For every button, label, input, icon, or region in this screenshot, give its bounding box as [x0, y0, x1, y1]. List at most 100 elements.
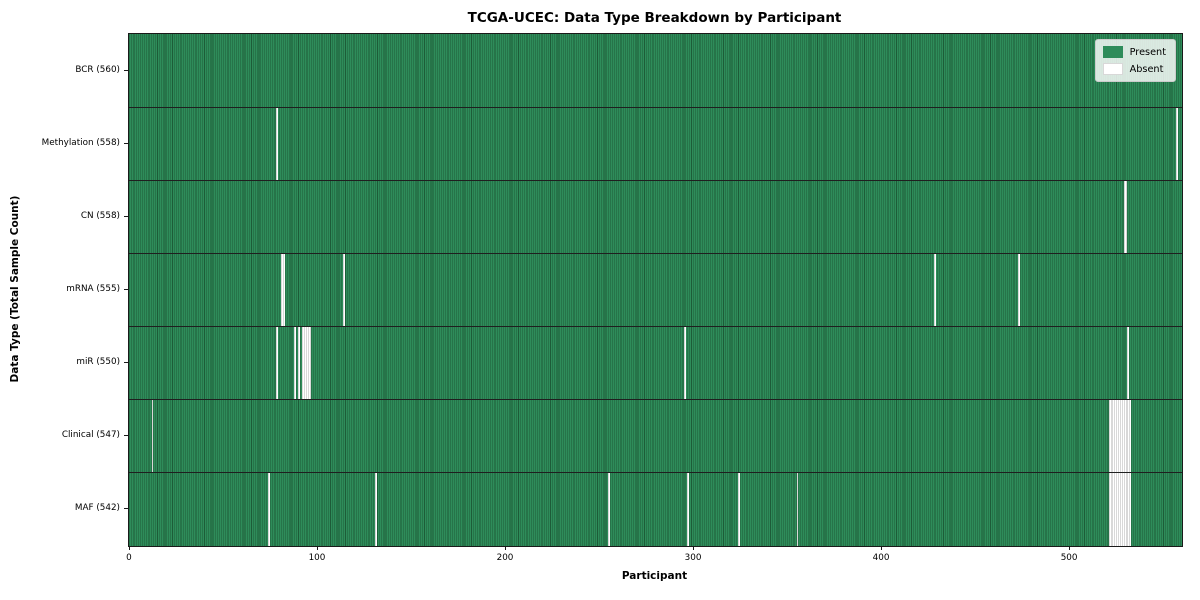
absent-cell — [309, 326, 312, 400]
row-separator — [129, 252, 1182, 254]
y-tick-mark — [124, 508, 128, 510]
heatmap-row-CN — [129, 180, 1182, 254]
legend-entry-absent: Absent — [1102, 63, 1166, 75]
absent-cell — [933, 253, 936, 327]
absent-cell — [1118, 399, 1120, 473]
absent-cell — [1112, 472, 1115, 546]
x-tick-label: 0 — [126, 553, 132, 563]
x-tick-label: 500 — [1060, 553, 1078, 563]
absent-cell — [1110, 399, 1113, 473]
x-tick-mark — [128, 546, 130, 550]
absent-cell — [738, 472, 741, 546]
x-tick-label: 400 — [872, 553, 890, 563]
chart-title: TCGA-UCEC: Data Type Breakdown by Partic… — [467, 10, 842, 26]
y-tick-mark — [124, 215, 128, 217]
absent-cell — [151, 399, 154, 473]
y-tick-label-BCR: BCR (560) — [75, 64, 120, 75]
x-tick-mark — [693, 546, 695, 550]
heatmap-row-miR — [129, 326, 1182, 400]
row-separator — [129, 179, 1182, 181]
absent-cell — [1125, 472, 1128, 546]
absent-cell — [1127, 472, 1130, 546]
absent-cell — [1127, 399, 1130, 473]
heatmap-row-BCR — [129, 34, 1182, 108]
heatmap-row-Methylation — [129, 107, 1182, 181]
y-tick-mark — [124, 69, 128, 71]
absent-cell — [303, 326, 306, 400]
absent-cell — [307, 326, 310, 400]
absent-cell — [275, 326, 278, 400]
y-tick-label-mRNA: mRNA (555) — [66, 284, 120, 294]
absent-cell — [1121, 472, 1124, 546]
absent-cell — [1125, 180, 1128, 254]
absent-cell — [294, 326, 297, 400]
absent-cell — [1127, 326, 1130, 400]
legend-label-absent: Absent — [1129, 63, 1164, 75]
absent-cell — [1129, 472, 1132, 546]
absent-cell — [1118, 472, 1120, 546]
absent-cell — [1112, 399, 1115, 473]
y-tick-mark — [124, 362, 128, 364]
y-tick-label-miR: miR (550) — [76, 357, 120, 368]
absent-cell — [1018, 253, 1021, 327]
absent-cell — [1108, 472, 1111, 546]
absent-cell — [1176, 107, 1179, 181]
y-tick-mark — [124, 435, 128, 437]
absent-cell — [301, 326, 304, 400]
absent-cell — [1114, 399, 1117, 473]
y-tick-label-CN: CN (558) — [80, 210, 120, 221]
row-separator — [129, 399, 1182, 401]
absent-cell — [1121, 399, 1124, 473]
absent-cell — [298, 326, 301, 400]
y-tick-label-Clinical: Clinical (547) — [61, 430, 120, 441]
absent-cell — [305, 326, 308, 400]
absent-cell — [796, 472, 799, 546]
x-tick-mark — [505, 546, 506, 550]
x-tick-label: 300 — [684, 553, 702, 563]
absent-cell — [1119, 472, 1122, 546]
legend: Present Absent — [1094, 39, 1176, 82]
x-tick-mark — [881, 546, 883, 550]
absent-cell — [1123, 399, 1126, 473]
x-tick-label: 200 — [496, 553, 514, 563]
x-tick-mark — [1069, 546, 1071, 550]
row-separator — [129, 326, 1182, 328]
row-separator — [129, 472, 1182, 474]
absent-cell — [1129, 399, 1132, 473]
absent-cell — [1125, 399, 1128, 473]
y-tick-mark — [124, 142, 128, 144]
x-axis-title: Participant — [621, 570, 688, 582]
y-tick-mark — [124, 289, 128, 290]
absent-cell — [343, 253, 346, 327]
heatmap-row-Clinical — [129, 399, 1182, 473]
absent-cell — [608, 472, 611, 546]
heatmap-row-MAF — [129, 472, 1182, 546]
absent-cell — [268, 472, 271, 546]
row-separator — [129, 106, 1182, 108]
legend-entry-present: Present — [1102, 46, 1166, 58]
legend-swatch-present-icon — [1102, 46, 1123, 58]
absent-cell — [281, 253, 284, 327]
y-tick-label-MAF: MAF (542) — [74, 503, 120, 514]
heatmap-row-mRNA — [129, 253, 1182, 327]
absent-cell — [275, 107, 278, 181]
absent-cell — [1116, 472, 1119, 546]
absent-cell — [1110, 472, 1113, 546]
absent-cell — [1119, 399, 1122, 473]
absent-cell — [1116, 399, 1119, 473]
absent-cell — [375, 472, 378, 546]
absent-cell — [1123, 472, 1126, 546]
absent-cell — [1114, 472, 1117, 546]
absent-cell — [687, 472, 690, 546]
x-tick-mark — [316, 546, 318, 550]
absent-cell — [1108, 399, 1111, 473]
legend-swatch-absent-icon — [1102, 63, 1123, 75]
absent-cell — [283, 253, 286, 327]
absent-cell — [1123, 180, 1126, 254]
plot-area: Present Absent — [128, 33, 1183, 547]
legend-label-present: Present — [1129, 46, 1166, 58]
absent-cell — [683, 326, 686, 400]
x-tick-label: 100 — [308, 553, 326, 563]
y-tick-label-Methylation: Methylation (558) — [41, 137, 120, 148]
